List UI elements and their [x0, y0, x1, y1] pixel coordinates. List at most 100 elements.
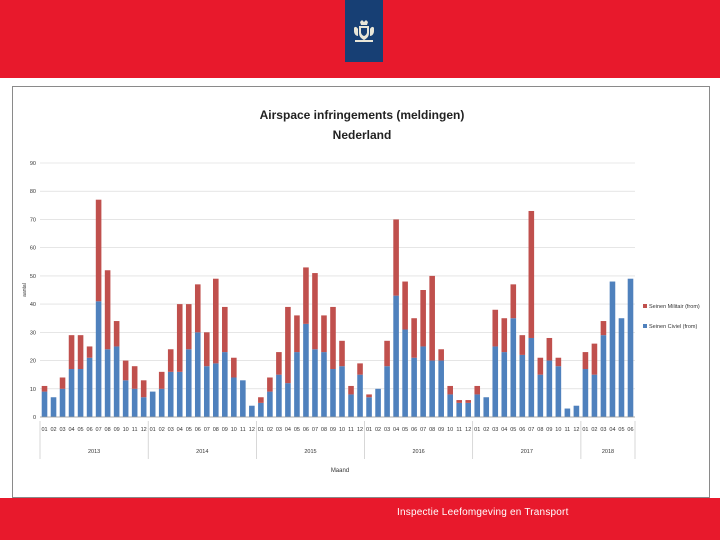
bar-civiel: [77, 369, 84, 417]
x-tick-label: 12: [249, 427, 255, 433]
logo: [345, 0, 383, 62]
bar-militair: [77, 335, 84, 370]
bar-militair: [213, 278, 219, 364]
x-tick-label: 03: [276, 427, 282, 433]
bar-civiel: [501, 352, 508, 417]
bar-civiel: [149, 391, 156, 417]
x-tick-label: 12: [465, 427, 471, 433]
x-tick-label: 07: [96, 427, 102, 433]
bar-civiel: [339, 366, 345, 417]
x-tick-label: 04: [285, 427, 291, 433]
bar-militair: [501, 318, 508, 353]
bar-civiel: [582, 369, 589, 417]
bar-militair: [348, 385, 354, 395]
x-tick-label: 06: [195, 427, 201, 433]
bar-militair: [474, 385, 481, 395]
bar-civiel: [68, 369, 75, 417]
bar-civiel: [213, 363, 219, 417]
x-tick-label: 12: [141, 427, 147, 433]
x-tick-label: 01: [258, 427, 264, 433]
bar-civiel: [537, 374, 544, 417]
x-tick-label: 06: [87, 427, 93, 433]
bar-civiel: [519, 354, 526, 417]
bar-civiel: [194, 332, 201, 417]
bar-civiel: [303, 323, 309, 417]
bar-militair: [68, 335, 75, 370]
chart-frame: Airspace infringements (meldingen) Neder…: [12, 86, 710, 498]
bar-civiel: [510, 318, 517, 417]
bar-civiel: [158, 388, 165, 417]
x-tick-label: 09: [330, 427, 336, 433]
x-tick-label: 11: [565, 427, 571, 433]
x-tick-label: 07: [312, 427, 318, 433]
bar-militair: [357, 363, 363, 375]
x-tick-label: 11: [132, 427, 138, 433]
x-tick-label: 02: [375, 427, 381, 433]
x-tick-label: 09: [222, 427, 228, 433]
bar-militair: [222, 306, 228, 353]
bar-civiel: [330, 369, 336, 417]
bar-civiel: [203, 366, 210, 417]
bar-civiel: [285, 383, 291, 417]
legend-label: Seinen Civiel (from): [649, 324, 697, 330]
bar-civiel: [591, 374, 598, 417]
y-tick-label: 70: [30, 217, 36, 223]
y-tick-label: 90: [30, 161, 36, 167]
x-tick-label: 12: [573, 427, 579, 433]
bar-militair: [104, 270, 111, 350]
bar-militair: [158, 371, 165, 389]
bar-militair: [113, 321, 120, 347]
bar-militair: [510, 284, 517, 319]
bar-civiel: [609, 281, 616, 417]
x-tick-label: 03: [384, 427, 390, 433]
x-tick-label: 03: [600, 427, 606, 433]
bar-civiel: [312, 349, 318, 417]
bar-militair: [339, 340, 345, 367]
x-tick-label: 05: [510, 427, 516, 433]
y-tick-label: 40: [30, 302, 36, 308]
bar-militair: [393, 219, 399, 296]
bar-civiel: [240, 380, 246, 417]
x-tick-label: 10: [447, 427, 453, 433]
bar-militair: [528, 210, 535, 338]
bar-militair: [438, 349, 444, 361]
bar-militair: [167, 349, 174, 372]
bar-militair: [258, 397, 264, 403]
bar-militair: [95, 199, 102, 302]
x-tick-label: 10: [339, 427, 345, 433]
year-label: 2017: [521, 449, 533, 455]
x-tick-label: 06: [411, 427, 417, 433]
bar-civiel: [447, 394, 453, 417]
bar-civiel: [122, 380, 129, 417]
x-tick-label: 04: [609, 427, 615, 433]
year-label: 2013: [88, 449, 100, 455]
x-tick-label: 04: [393, 427, 399, 433]
bar-militair: [59, 377, 66, 389]
bar-civiel: [95, 301, 102, 417]
bar-civiel: [50, 397, 57, 417]
x-tick-label: 08: [213, 427, 219, 433]
bar-civiel: [276, 374, 282, 417]
x-tick-label: 02: [50, 427, 56, 433]
x-tick-label: 02: [483, 427, 489, 433]
x-tick-label: 01: [150, 427, 156, 433]
bar-civiel: [86, 357, 93, 417]
x-tick-label: 05: [618, 427, 624, 433]
x-tick-label: 09: [438, 427, 444, 433]
bar-civiel: [600, 335, 607, 417]
x-tick-label: 05: [78, 427, 84, 433]
y-tick-label: 60: [30, 246, 36, 252]
bar-civiel: [618, 318, 625, 417]
x-tick-label: 03: [492, 427, 498, 433]
y-tick-label: 20: [30, 359, 36, 365]
x-axis-label: Maand: [331, 468, 349, 474]
bar-militair: [176, 304, 183, 372]
bar-civiel: [176, 371, 183, 417]
x-tick-label: 06: [627, 427, 633, 433]
bar-militair: [465, 400, 472, 403]
bar-civiel: [113, 346, 120, 417]
bar-civiel: [393, 295, 399, 417]
bar-civiel: [573, 405, 580, 417]
year-label: 2014: [196, 449, 208, 455]
bar-militair: [420, 290, 426, 347]
